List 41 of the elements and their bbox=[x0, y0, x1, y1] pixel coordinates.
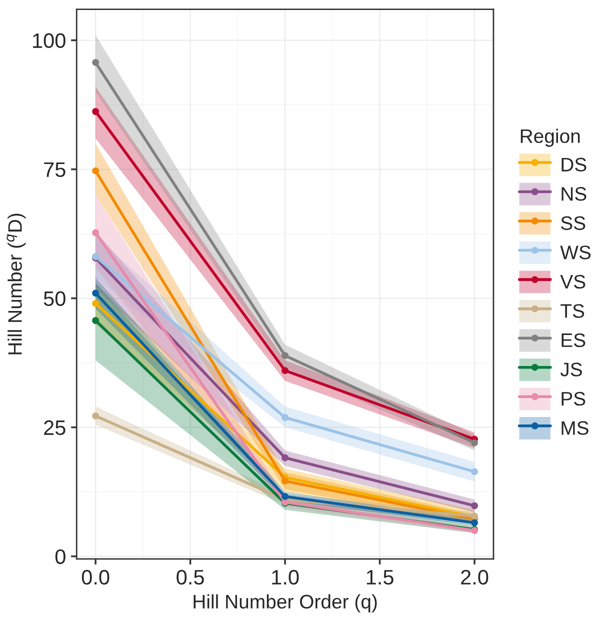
point bbox=[471, 468, 478, 476]
point bbox=[92, 108, 100, 115]
point bbox=[471, 502, 478, 510]
x-tick-label: 0.5 bbox=[176, 570, 204, 585]
legend-label: JS bbox=[560, 362, 582, 376]
legend-label: ES bbox=[562, 333, 586, 348]
point bbox=[92, 229, 100, 236]
legend-label: MS bbox=[562, 421, 588, 435]
point bbox=[282, 454, 289, 462]
legend-label: VS bbox=[560, 274, 586, 289]
legend-label: WS bbox=[560, 246, 591, 260]
y-tick-label: 75 bbox=[44, 162, 66, 178]
legend-label: SS bbox=[561, 216, 586, 230]
legend-label: NS bbox=[562, 187, 586, 201]
point bbox=[92, 412, 100, 420]
y-tick-label: 0 bbox=[55, 549, 66, 564]
legend-label: TS bbox=[560, 304, 584, 318]
point bbox=[471, 439, 478, 446]
x-tick-label: 1.0 bbox=[272, 570, 299, 585]
point bbox=[92, 167, 100, 174]
point bbox=[92, 290, 100, 297]
point bbox=[471, 519, 478, 526]
point bbox=[92, 300, 100, 307]
y-tick-label: 100 bbox=[33, 33, 66, 48]
x-tick-label: 1.5 bbox=[366, 570, 394, 585]
legend-label: PS bbox=[562, 392, 586, 406]
point bbox=[92, 317, 100, 324]
point bbox=[282, 352, 289, 360]
point bbox=[282, 492, 289, 500]
y-tick-label: 25 bbox=[44, 420, 66, 436]
point bbox=[282, 367, 289, 374]
point bbox=[282, 478, 289, 484]
legend-title: Region bbox=[520, 128, 580, 147]
legend-label: DS bbox=[562, 158, 586, 172]
y-axis-title: Hill Number ($^{q}$D) bbox=[6, 214, 26, 354]
y-tick-label: 50 bbox=[44, 291, 66, 306]
x-tick-label: 0.0 bbox=[82, 570, 110, 585]
x-axis-title: Hill Number Order (q) bbox=[194, 594, 377, 612]
point bbox=[92, 58, 100, 66]
x-tick-label: 2.0 bbox=[461, 570, 488, 585]
point bbox=[282, 414, 289, 421]
